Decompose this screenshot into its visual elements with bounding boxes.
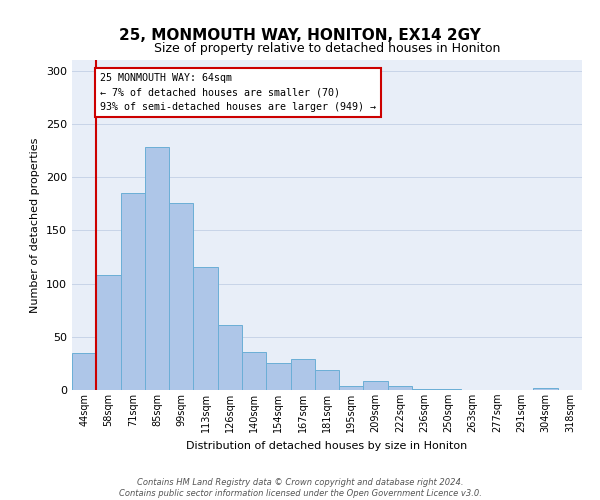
Bar <box>266 364 290 390</box>
Bar <box>193 266 218 390</box>
Bar <box>412 389 436 390</box>
Bar <box>533 388 558 390</box>
Bar <box>242 352 266 390</box>
Bar <box>290 359 315 390</box>
Bar <box>436 389 461 390</box>
Bar <box>121 193 145 390</box>
X-axis label: Distribution of detached houses by size in Honiton: Distribution of detached houses by size … <box>187 440 467 450</box>
Bar <box>169 202 193 390</box>
Text: 25, MONMOUTH WAY, HONITON, EX14 2GY: 25, MONMOUTH WAY, HONITON, EX14 2GY <box>119 28 481 42</box>
Bar <box>72 352 96 390</box>
Bar <box>218 325 242 390</box>
Bar <box>339 386 364 390</box>
Bar <box>364 382 388 390</box>
Bar <box>145 148 169 390</box>
Y-axis label: Number of detached properties: Number of detached properties <box>31 138 40 312</box>
Text: Contains HM Land Registry data © Crown copyright and database right 2024.
Contai: Contains HM Land Registry data © Crown c… <box>119 478 481 498</box>
Bar <box>388 386 412 390</box>
Bar <box>315 370 339 390</box>
Text: 25 MONMOUTH WAY: 64sqm
← 7% of detached houses are smaller (70)
93% of semi-deta: 25 MONMOUTH WAY: 64sqm ← 7% of detached … <box>100 73 376 112</box>
Bar <box>96 275 121 390</box>
Title: Size of property relative to detached houses in Honiton: Size of property relative to detached ho… <box>154 42 500 54</box>
